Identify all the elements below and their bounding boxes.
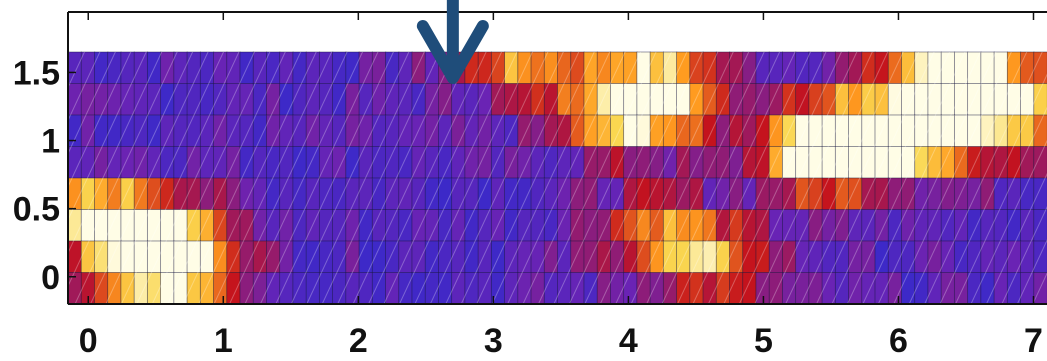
y-tick-label: 0: [41, 259, 60, 297]
arrow-head: [416, 20, 489, 84]
y-tick-label: 0.5: [13, 191, 60, 229]
x-tick-label: 2: [349, 322, 368, 360]
x-axis-ticks: 0 1 2 3 4 5 6 7: [79, 12, 1043, 360]
y-tick-label: 1: [41, 123, 60, 161]
x-tick-label: 4: [619, 322, 638, 360]
hatch-overlay: [68, 52, 1047, 304]
y-tick-label: 1.5: [13, 54, 60, 92]
x-tick-label: 5: [754, 322, 773, 360]
x-tick-label: 7: [1024, 322, 1043, 360]
x-tick-label: 6: [889, 322, 908, 360]
down-arrow-annotation: [416, 0, 489, 84]
x-tick-label: 0: [79, 322, 98, 360]
x-tick-label: 1: [214, 322, 233, 360]
axes: [67, 11, 1047, 305]
y-axis-ticks: 0 0.5 1 1.5: [13, 54, 76, 297]
x-tick-label: 3: [484, 322, 503, 360]
